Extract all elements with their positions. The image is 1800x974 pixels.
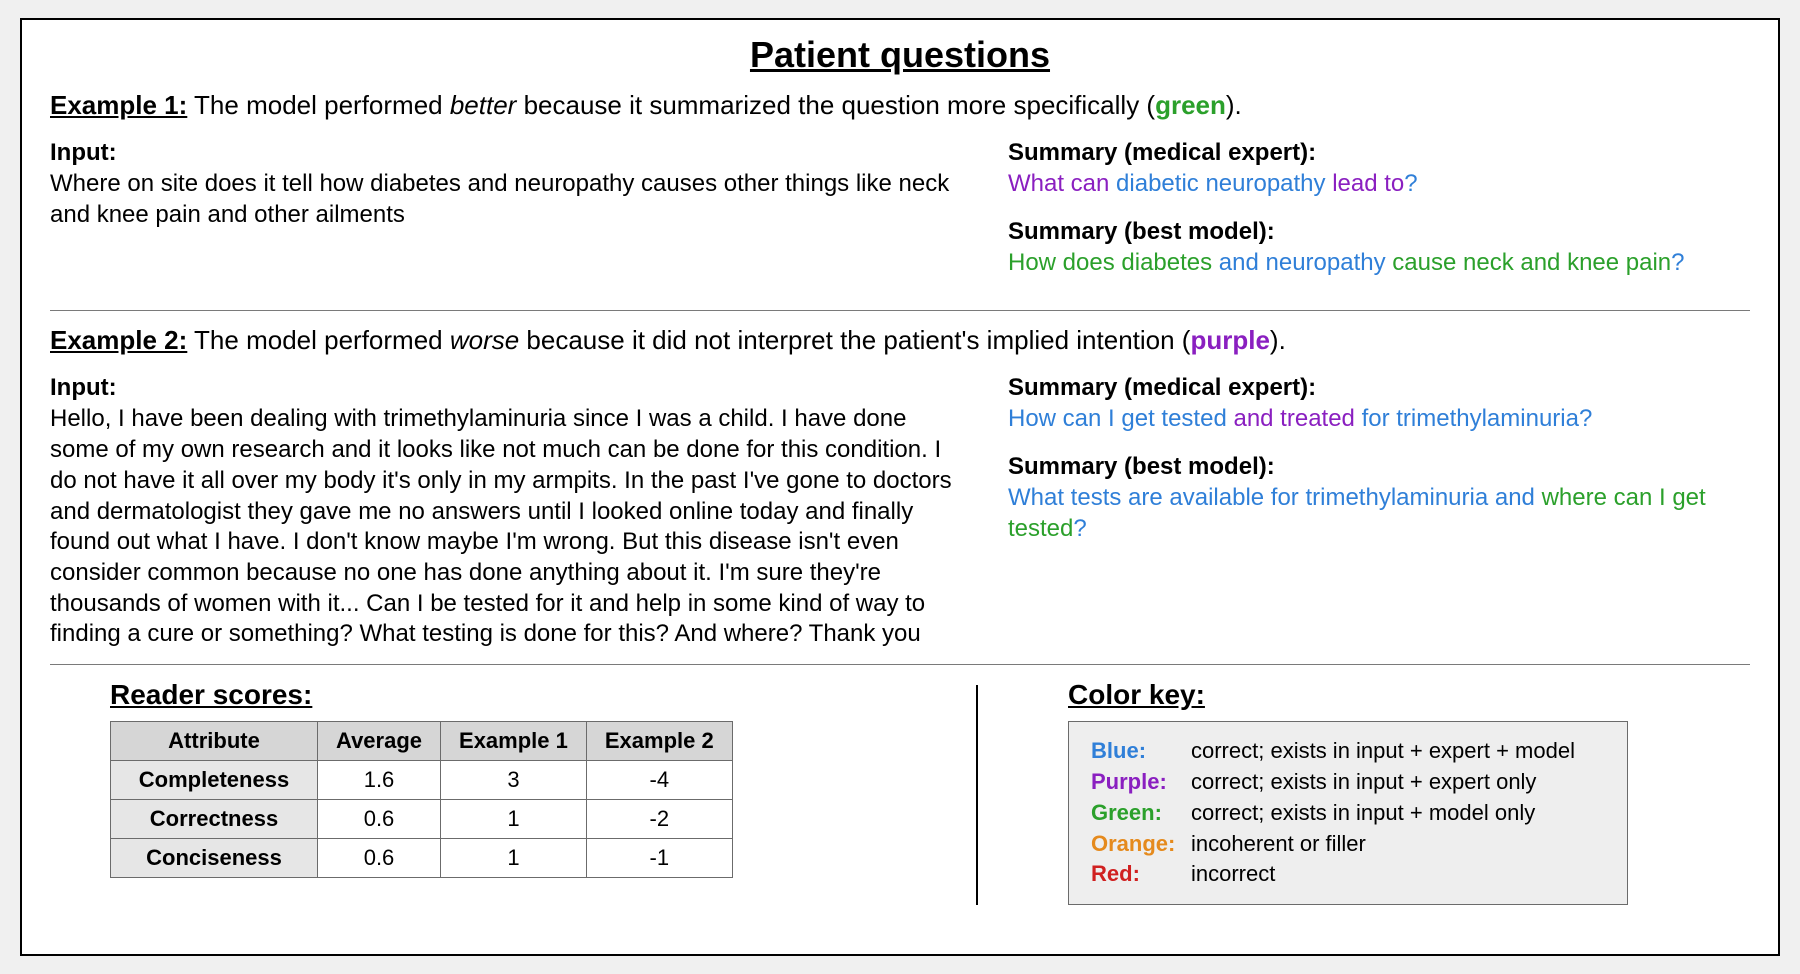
ex1-model-summary: How does diabetes and neuropathy cause n… xyxy=(1008,248,1750,279)
key-desc: correct; exists in input + model only xyxy=(1191,798,1535,829)
reader-scores-table: Attribute Average Example 1 Example 2 Co… xyxy=(110,721,733,878)
key-desc: incoherent or filler xyxy=(1191,829,1366,860)
ex1-mod-p2: and neuropathy xyxy=(1219,249,1392,276)
cell-val: 1 xyxy=(441,800,587,839)
ex2-desc-pre: The model performed xyxy=(187,325,450,355)
example1-content: Input: Where on site does it tell how di… xyxy=(50,139,1750,296)
cell-val: -4 xyxy=(586,761,732,800)
ex1-mod-p1: How does diabetes xyxy=(1008,249,1219,276)
vertical-divider xyxy=(976,685,978,905)
ex2-mod-p1: What tests are available for trimethylam… xyxy=(1008,484,1542,511)
ex1-desc-post: because it summarized the question more … xyxy=(516,90,1155,120)
ex1-input-text: Where on site does it tell how diabetes … xyxy=(50,169,968,230)
cell-val: 0.6 xyxy=(318,839,441,878)
bottom-section: Reader scores: Attribute Average Example… xyxy=(50,679,1750,905)
table-row: Completeness 1.6 3 -4 xyxy=(111,761,733,800)
key-row: Red:incorrect xyxy=(1091,859,1605,890)
col-example1: Example 1 xyxy=(441,722,587,761)
divider-1 xyxy=(50,310,1750,311)
example2-content: Input: Hello, I have been dealing with t… xyxy=(50,374,1750,650)
cell-val: 1.6 xyxy=(318,761,441,800)
key-desc: correct; exists in input + expert + mode… xyxy=(1191,736,1575,767)
ex1-mod-p3: cause neck and knee pain xyxy=(1392,249,1671,276)
key-label-purple: Purple: xyxy=(1091,767,1191,798)
key-desc: correct; exists in input + expert only xyxy=(1191,767,1536,798)
ex1-expert-summary: What can diabetic neuropathy lead to? xyxy=(1008,169,1750,200)
table-header-row: Attribute Average Example 1 Example 2 xyxy=(111,722,733,761)
key-row: Green:correct; exists in input + model o… xyxy=(1091,798,1605,829)
ex2-desc-em: worse xyxy=(450,325,519,355)
ex2-desc-post: because it did not interpret the patient… xyxy=(519,325,1190,355)
key-label-green: Green: xyxy=(1091,798,1191,829)
reader-scores-title: Reader scores: xyxy=(110,679,926,711)
example2-heading: Example 2: The model performed worse bec… xyxy=(50,325,1750,356)
col-average: Average xyxy=(318,722,441,761)
ex1-exp-p3: lead to xyxy=(1332,170,1404,197)
ex1-exp-p2: diabetic neuropathy xyxy=(1116,170,1332,197)
ex1-exp-p1: What can xyxy=(1008,170,1116,197)
ex1-desc-colorword: green xyxy=(1155,90,1226,120)
ex2-mod-p3: ? xyxy=(1073,515,1086,542)
ex2-expert-summary: How can I get tested and treated for tri… xyxy=(1008,404,1750,435)
color-key-title: Color key: xyxy=(1068,679,1750,711)
ex2-input-text: Hello, I have been dealing with trimethy… xyxy=(50,404,968,650)
key-label-blue: Blue: xyxy=(1091,736,1191,767)
cell-attr: Conciseness xyxy=(111,839,318,878)
ex1-model-head: Summary (best model): xyxy=(1008,218,1750,246)
cell-val: 1 xyxy=(441,839,587,878)
cell-val: -1 xyxy=(586,839,732,878)
col-example2: Example 2 xyxy=(586,722,732,761)
col-attribute: Attribute xyxy=(111,722,318,761)
cell-attr: Completeness xyxy=(111,761,318,800)
key-row: Blue:correct; exists in input + expert +… xyxy=(1091,736,1605,767)
example1-heading: Example 1: The model performed better be… xyxy=(50,90,1750,121)
ex2-input-head: Input: xyxy=(50,374,968,402)
ex1-expert-head: Summary (medical expert): xyxy=(1008,139,1750,167)
key-row: Orange:incoherent or filler xyxy=(1091,829,1605,860)
divider-2 xyxy=(50,664,1750,665)
ex2-exp-p1: How can I get tested xyxy=(1008,405,1233,432)
ex1-desc-pre: The model performed xyxy=(187,90,450,120)
cell-attr: Correctness xyxy=(111,800,318,839)
ex1-mod-p4: ? xyxy=(1671,249,1684,276)
example2-label: Example 2: xyxy=(50,325,187,355)
ex2-expert-head: Summary (medical expert): xyxy=(1008,374,1750,402)
ex1-desc-end: ). xyxy=(1226,90,1242,120)
ex2-model-summary: What tests are available for trimethylam… xyxy=(1008,483,1750,544)
ex1-exp-p4: ? xyxy=(1404,170,1417,197)
ex2-desc-colorword: purple xyxy=(1190,325,1269,355)
ex2-exp-p2: and treated xyxy=(1233,405,1361,432)
example1-label: Example 1: xyxy=(50,90,187,120)
cell-val: -2 xyxy=(586,800,732,839)
key-label-orange: Orange: xyxy=(1091,829,1191,860)
table-row: Conciseness 0.6 1 -1 xyxy=(111,839,733,878)
ex1-input-head: Input: xyxy=(50,139,968,167)
cell-val: 0.6 xyxy=(318,800,441,839)
ex1-desc-em: better xyxy=(450,90,517,120)
page-title: Patient questions xyxy=(50,34,1750,76)
key-label-red: Red: xyxy=(1091,859,1191,890)
color-key-box: Blue:correct; exists in input + expert +… xyxy=(1068,721,1628,905)
ex2-model-head: Summary (best model): xyxy=(1008,453,1750,481)
key-desc: incorrect xyxy=(1191,859,1275,890)
ex2-desc-end: ). xyxy=(1270,325,1286,355)
table-row: Correctness 0.6 1 -2 xyxy=(111,800,733,839)
cell-val: 3 xyxy=(441,761,587,800)
key-row: Purple:correct; exists in input + expert… xyxy=(1091,767,1605,798)
ex2-exp-p3: for trimethylaminuria? xyxy=(1362,405,1593,432)
main-panel: Patient questions Example 1: The model p… xyxy=(20,18,1780,956)
